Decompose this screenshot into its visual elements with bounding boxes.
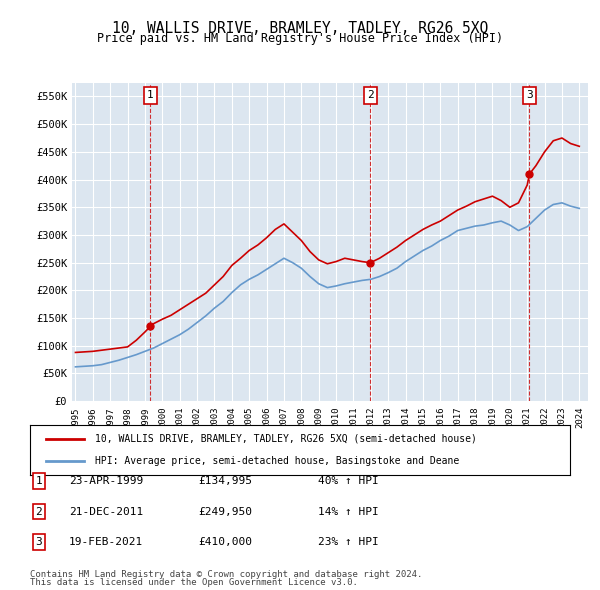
Text: 1: 1 xyxy=(35,476,43,486)
Text: Contains HM Land Registry data © Crown copyright and database right 2024.: Contains HM Land Registry data © Crown c… xyxy=(30,571,422,579)
Text: HPI: Average price, semi-detached house, Basingstoke and Deane: HPI: Average price, semi-detached house,… xyxy=(95,456,459,466)
Text: 1: 1 xyxy=(147,90,154,100)
Text: £134,995: £134,995 xyxy=(198,476,252,486)
Text: 2: 2 xyxy=(35,507,43,516)
Text: 10, WALLIS DRIVE, BRAMLEY, TADLEY, RG26 5XQ: 10, WALLIS DRIVE, BRAMLEY, TADLEY, RG26 … xyxy=(112,21,488,35)
Text: 3: 3 xyxy=(35,537,43,547)
Text: 19-FEB-2021: 19-FEB-2021 xyxy=(69,537,143,547)
Text: 21-DEC-2011: 21-DEC-2011 xyxy=(69,507,143,516)
Text: 23% ↑ HPI: 23% ↑ HPI xyxy=(318,537,379,547)
Text: 14% ↑ HPI: 14% ↑ HPI xyxy=(318,507,379,516)
Text: 10, WALLIS DRIVE, BRAMLEY, TADLEY, RG26 5XQ (semi-detached house): 10, WALLIS DRIVE, BRAMLEY, TADLEY, RG26 … xyxy=(95,434,476,444)
Text: 3: 3 xyxy=(526,90,533,100)
Text: £410,000: £410,000 xyxy=(198,537,252,547)
Text: £249,950: £249,950 xyxy=(198,507,252,516)
Text: 2: 2 xyxy=(367,90,374,100)
Text: 23-APR-1999: 23-APR-1999 xyxy=(69,476,143,486)
Text: This data is licensed under the Open Government Licence v3.0.: This data is licensed under the Open Gov… xyxy=(30,578,358,587)
Text: Price paid vs. HM Land Registry's House Price Index (HPI): Price paid vs. HM Land Registry's House … xyxy=(97,32,503,45)
Text: 40% ↑ HPI: 40% ↑ HPI xyxy=(318,476,379,486)
